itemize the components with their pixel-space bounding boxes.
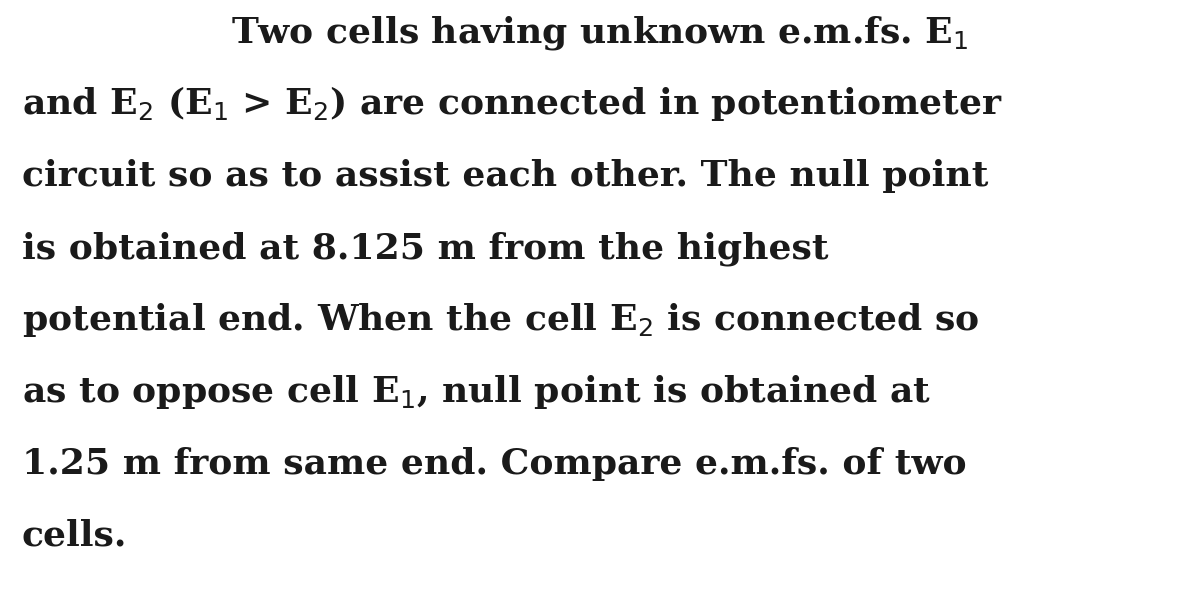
Text: is obtained at 8.125 m from the highest: is obtained at 8.125 m from the highest [22,231,828,265]
Text: and E$_2$ (E$_1$ > E$_2$) are connected in potentiometer: and E$_2$ (E$_1$ > E$_2$) are connected … [22,84,1002,123]
Text: cells.: cells. [22,519,127,553]
Text: circuit so as to assist each other. The null point: circuit so as to assist each other. The … [22,159,988,193]
Text: potential end. When the cell E$_2$ is connected so: potential end. When the cell E$_2$ is co… [22,301,979,339]
Text: as to oppose cell E$_1$, null point is obtained at: as to oppose cell E$_1$, null point is o… [22,373,931,411]
Text: 1.25 m from same end. Compare e.m.fs. of two: 1.25 m from same end. Compare e.m.fs. of… [22,447,966,481]
Text: Two cells having unknown e.m.fs. E$_1$: Two cells having unknown e.m.fs. E$_1$ [232,14,968,52]
